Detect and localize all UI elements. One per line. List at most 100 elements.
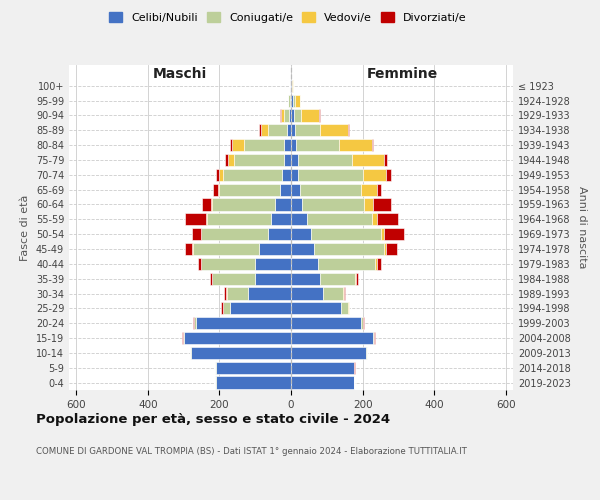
Bar xyxy=(223,302,230,314)
Bar xyxy=(353,362,355,374)
Bar xyxy=(363,317,364,330)
Bar xyxy=(371,139,373,151)
Bar xyxy=(185,214,206,226)
Y-axis label: Fasce di età: Fasce di età xyxy=(20,194,30,260)
Bar xyxy=(284,139,291,151)
Bar xyxy=(291,214,307,226)
Bar xyxy=(295,94,300,106)
Bar xyxy=(260,124,268,136)
Bar xyxy=(323,288,343,300)
Bar xyxy=(244,139,284,151)
Bar xyxy=(291,198,302,210)
Bar xyxy=(275,198,291,210)
Bar xyxy=(301,110,319,122)
Bar xyxy=(366,347,367,359)
Bar xyxy=(201,228,202,240)
Bar xyxy=(221,302,223,314)
Bar xyxy=(192,228,201,240)
Bar xyxy=(296,139,340,151)
Bar xyxy=(344,288,346,300)
Y-axis label: Anni di nascita: Anni di nascita xyxy=(577,186,587,269)
Bar xyxy=(268,124,287,136)
Bar xyxy=(353,376,355,388)
Bar xyxy=(348,124,349,136)
Bar xyxy=(377,258,381,270)
Bar xyxy=(291,288,323,300)
Bar xyxy=(212,198,275,210)
Bar xyxy=(291,258,318,270)
Bar xyxy=(361,184,377,196)
Bar xyxy=(291,168,298,181)
Bar xyxy=(291,184,300,196)
Bar xyxy=(220,168,223,181)
Bar xyxy=(384,154,387,166)
Bar xyxy=(223,168,282,181)
Bar xyxy=(202,258,255,270)
Bar xyxy=(281,110,284,122)
Bar xyxy=(212,272,255,285)
Bar xyxy=(361,317,362,330)
Bar xyxy=(373,332,374,344)
Bar xyxy=(185,243,192,255)
Bar xyxy=(190,347,191,359)
Text: Maschi: Maschi xyxy=(153,67,207,81)
Bar xyxy=(356,272,358,285)
Bar xyxy=(289,110,291,122)
Bar xyxy=(191,347,291,359)
Bar xyxy=(364,198,373,210)
Bar xyxy=(226,154,229,166)
Bar xyxy=(280,184,291,196)
Bar xyxy=(282,168,291,181)
Bar xyxy=(207,214,271,226)
Bar xyxy=(232,139,244,151)
Bar xyxy=(291,362,353,374)
Bar xyxy=(377,184,381,196)
Bar xyxy=(268,228,291,240)
Bar xyxy=(196,317,291,330)
Bar xyxy=(284,154,291,166)
Bar xyxy=(319,110,320,122)
Bar xyxy=(202,198,211,210)
Text: Femmine: Femmine xyxy=(367,67,437,81)
Bar xyxy=(182,332,184,344)
Bar xyxy=(215,362,216,374)
Bar xyxy=(295,124,320,136)
Bar xyxy=(215,376,216,388)
Bar xyxy=(234,154,284,166)
Bar xyxy=(314,243,384,255)
Bar xyxy=(216,376,291,388)
Bar xyxy=(291,332,373,344)
Bar xyxy=(291,272,320,285)
Bar xyxy=(291,110,294,122)
Bar xyxy=(259,124,260,136)
Bar xyxy=(216,168,220,181)
Bar xyxy=(291,347,366,359)
Bar xyxy=(202,228,268,240)
Bar xyxy=(311,228,380,240)
Bar xyxy=(229,154,234,166)
Bar xyxy=(375,258,377,270)
Bar xyxy=(184,332,291,344)
Bar xyxy=(384,228,404,240)
Bar xyxy=(302,198,364,210)
Bar xyxy=(255,272,291,285)
Bar xyxy=(230,302,291,314)
Bar xyxy=(291,80,292,92)
Bar xyxy=(220,184,280,196)
Bar xyxy=(362,168,386,181)
Bar xyxy=(290,80,291,92)
Bar xyxy=(291,94,293,106)
Bar xyxy=(377,214,398,226)
Bar xyxy=(218,184,220,196)
Bar xyxy=(291,302,341,314)
Bar xyxy=(307,214,371,226)
Bar xyxy=(290,94,291,106)
Bar xyxy=(193,317,194,330)
Bar xyxy=(371,214,377,226)
Bar xyxy=(259,243,291,255)
Bar xyxy=(386,243,397,255)
Bar xyxy=(287,124,291,136)
Bar xyxy=(291,139,296,151)
Bar xyxy=(193,243,259,255)
Bar xyxy=(210,272,212,285)
